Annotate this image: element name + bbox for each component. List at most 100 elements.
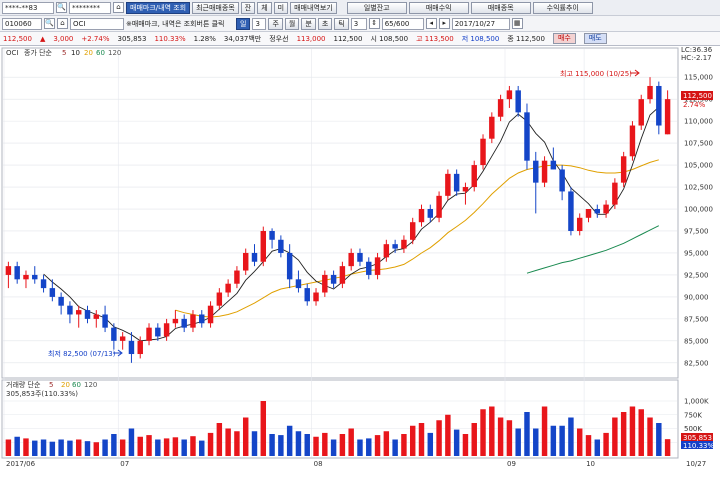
account-field[interactable]: ****-**83 — [2, 1, 54, 14]
candle-body — [594, 209, 601, 214]
volume-bar — [664, 439, 671, 456]
tab-profit[interactable]: 매매수익 — [408, 1, 469, 14]
magnifier-icon[interactable]: 🔍 — [56, 2, 67, 13]
sell-button[interactable]: 매도 — [583, 33, 607, 44]
volume-tick-label: 1,000K — [684, 398, 709, 406]
price-tick-label: 92,500 — [684, 271, 709, 279]
volume-bar — [216, 423, 223, 456]
low-price: 저 108,500 — [461, 34, 500, 43]
candle-body — [225, 283, 231, 293]
spinner-icon[interactable]: ⇕ — [368, 18, 380, 29]
candle-body — [612, 182, 618, 205]
calendar-icon[interactable]: ▦ — [511, 18, 523, 29]
count-field[interactable]: 65/600 — [381, 17, 424, 30]
period-week-button[interactable]: 주 — [268, 17, 283, 30]
volume-bar — [620, 412, 627, 456]
magnifier-icon[interactable]: 🔍 — [44, 18, 55, 29]
volume-bar — [102, 439, 108, 456]
candle-body — [313, 292, 319, 302]
stock-chart[interactable]: 115,000 112,500 110,000 107,500 105,000 102,5… — [0, 46, 720, 480]
candle-body — [656, 85, 662, 126]
candle-body — [181, 318, 187, 328]
legend-ma60: 60 — [96, 49, 105, 57]
volume-bar — [260, 401, 267, 456]
volume-bar — [172, 437, 179, 456]
price-tick-label: 97,500 — [684, 227, 709, 235]
tab-daily[interactable]: 일별잔고 — [346, 1, 407, 14]
volume-bar — [418, 423, 425, 456]
candle-body — [401, 239, 407, 249]
tab-rate[interactable]: 수익률추이 — [532, 1, 593, 14]
period-num-field[interactable]: 3 — [252, 17, 267, 30]
change-arrow: ▲ — [39, 34, 46, 43]
tab-mi[interactable]: 미 — [273, 1, 289, 14]
candle-body — [489, 116, 495, 139]
last-volume-tag — [681, 433, 713, 441]
tab-recent[interactable]: 최근매매종목 — [192, 1, 239, 14]
buy-button[interactable]: 매수 — [552, 33, 576, 44]
period-month-button[interactable]: 월 — [284, 17, 300, 30]
candle-body — [620, 156, 627, 183]
volume-bar — [515, 428, 521, 456]
candle-body — [251, 252, 258, 262]
period-min-button[interactable]: 분 — [301, 17, 316, 30]
chevron-right-icon[interactable]: ▸ — [438, 18, 450, 29]
volume-bar — [330, 439, 337, 456]
period-sec-button[interactable]: 초 — [317, 17, 333, 30]
candle-body — [647, 85, 653, 100]
volume-bars — [5, 401, 671, 456]
volume-bar — [269, 434, 275, 456]
volume-bar — [225, 428, 231, 456]
account-toolbar: ****-**83 🔍 ******** ⌂ 매매마크/내역 조회 최근매매종목… — [0, 0, 720, 16]
vlegend-120: 120 — [84, 381, 97, 389]
stock-toolbar: 010060 🔍 ⌂ OCI ※매매마크, 내역은 조회버튼 클릭 일 3 주 … — [0, 16, 720, 32]
price-panel-frame — [1, 47, 679, 379]
date-tick-label: 08 — [314, 460, 323, 468]
candle-body — [119, 336, 126, 341]
volume-bar — [146, 435, 152, 456]
volume-bar — [374, 435, 381, 456]
date-field[interactable]: 2017/10/27 — [451, 17, 510, 30]
volume-bar — [278, 435, 284, 456]
volume-bar — [427, 432, 434, 456]
price-tick-label: 82,500 — [684, 359, 709, 367]
lock-icon[interactable]: ⌂ — [57, 18, 68, 29]
candle-body — [541, 160, 548, 183]
password-field[interactable]: ******** — [69, 1, 111, 14]
chevron-left-icon[interactable]: ◂ — [425, 18, 437, 29]
low-annotation: 최저 82,500 (07/13) — [48, 349, 116, 358]
tab-che[interactable]: 체 — [257, 1, 272, 14]
interval-field[interactable]: 3 — [350, 17, 367, 30]
candle-body — [568, 191, 574, 231]
stock-name-field: OCI — [70, 17, 124, 30]
volume-bar — [489, 406, 495, 456]
volume-tick-label: 500K — [684, 425, 702, 433]
candle-body — [383, 244, 390, 258]
stock-code-input[interactable]: 010060 — [2, 17, 42, 30]
candle-body — [102, 314, 108, 328]
price-legend-stock: OCI — [6, 49, 18, 57]
candle-body — [585, 209, 592, 218]
legend-ma20: 20 — [84, 49, 93, 57]
candle-body — [49, 288, 56, 297]
tab-jan[interactable]: 잔 — [240, 1, 256, 14]
volume-bar — [93, 442, 100, 456]
price-legend: OCI 종가 단순 5 10 20 60 120 — [6, 48, 121, 57]
volume-bar — [207, 432, 214, 456]
volume-bar — [480, 409, 486, 456]
volume-bar — [40, 439, 47, 456]
candle-body — [190, 314, 196, 328]
period-day-button[interactable]: 일 — [236, 17, 251, 30]
period-tick-button[interactable]: 틱 — [334, 17, 349, 30]
volume-bar — [401, 434, 407, 456]
volume-tick-label: 750K — [684, 411, 702, 419]
tab-ranking[interactable]: 매매종목 — [470, 1, 531, 14]
candle-body — [471, 165, 477, 188]
lock-icon[interactable]: ⌂ — [113, 2, 124, 13]
volume-bar — [234, 431, 240, 456]
candle-body — [453, 173, 460, 192]
tab-history[interactable]: 매매내역보기 — [290, 1, 337, 14]
volume-bar — [471, 423, 477, 456]
volume-bar — [436, 420, 442, 456]
tab-orders[interactable]: 매매마크/내역 조회 — [126, 1, 191, 14]
